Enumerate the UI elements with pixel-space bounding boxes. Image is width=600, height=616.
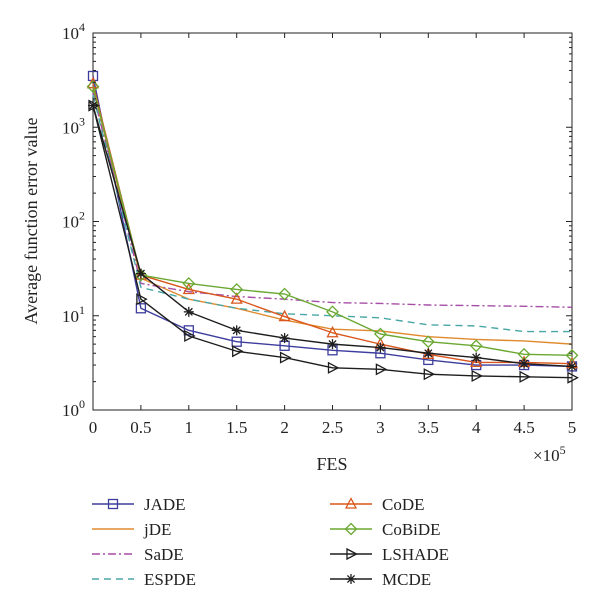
legend-label-mcde: MCDE: [382, 570, 431, 589]
legend-item-code: CoDE: [330, 495, 425, 514]
data-point-cobide: [373, 327, 387, 341]
series-line-espde: [92, 94, 572, 333]
data-point-lshade: [471, 369, 484, 382]
x-tick-label: 2: [280, 418, 289, 437]
legend-item-sade: SaDE: [92, 545, 184, 564]
y-tick-label: 100: [62, 397, 85, 420]
legend-item-jade: JADE: [92, 495, 186, 514]
legend-item-espde: ESPDE: [92, 570, 196, 589]
data-point-cobide: [326, 305, 339, 319]
data-point-cobide: [565, 348, 579, 362]
legend-item-mcde: MCDE: [330, 570, 431, 589]
data-point-lshade: [567, 371, 579, 384]
legend-label-espde: ESPDE: [144, 570, 196, 589]
x-tick-label: 3: [376, 418, 385, 437]
legend-label-lshade: LSHADE: [382, 545, 449, 564]
series-layer: [86, 70, 579, 384]
series-sade: [92, 92, 573, 308]
y-axis-title: Average function error value: [21, 117, 41, 324]
data-point-cobide: [230, 283, 244, 296]
x-tick-label: 0: [89, 418, 98, 437]
legend-marker-jade: [107, 498, 119, 510]
series-espde: [92, 94, 572, 333]
legend-marker-code: [344, 497, 358, 509]
data-point-mcde: [375, 342, 386, 353]
data-point-code: [230, 292, 243, 304]
legend-marker-lshade: [346, 547, 358, 561]
y-tick-label: 102: [62, 209, 85, 232]
legend-label-sade: SaDE: [144, 545, 184, 564]
x-tick-label: 5: [568, 418, 577, 437]
legend-label-cobide: CoBiDE: [382, 520, 441, 539]
data-point-code: [278, 309, 291, 322]
plot-frame: [92, 32, 573, 411]
series-line-jde: [92, 87, 573, 345]
data-point-code: [470, 355, 483, 368]
data-point-mcde: [567, 361, 577, 372]
data-point-mcde: [231, 325, 242, 336]
data-point-cobide: [182, 277, 196, 290]
legend-marker-mcde: [346, 574, 356, 584]
data-point-lshade: [519, 370, 531, 383]
data-point-mcde: [183, 306, 194, 317]
legend-item-jde: jDE: [92, 520, 171, 539]
data-point-lshade: [423, 368, 436, 381]
series-cobide: [86, 80, 579, 362]
x-tick-label: 4.5: [513, 418, 534, 437]
data-point-mcde: [423, 348, 434, 359]
data-point-cobide: [86, 80, 100, 94]
data-point-cobide: [469, 339, 483, 353]
x-axis-ticks: 0 0.5 1 1.5 2 2.5 3 3.5 4 4.5 5: [89, 33, 577, 437]
legend-label-code: CoDE: [382, 495, 425, 514]
y-tick-label: 104: [62, 20, 85, 43]
data-point-lshade: [136, 293, 148, 306]
x-tick-label: 4: [472, 418, 481, 437]
x-tick-label: 3.5: [418, 418, 439, 437]
legend: JADE jDE SaDE ESPDE CoDE CoBiDE LSHADE MCDE: [92, 495, 449, 589]
x-tick-label: 1.5: [226, 418, 247, 437]
series-code: [86, 76, 579, 369]
series-line-lshade: [92, 105, 573, 379]
series-jde: [92, 87, 573, 345]
y-axis-ticks: 100 101 102 103 104: [62, 20, 572, 420]
data-point-jade: [231, 336, 242, 347]
data-point-mcde: [135, 268, 146, 279]
data-point-mcde: [471, 352, 482, 363]
data-point-lshade: [184, 329, 196, 343]
data-point-mcde: [519, 358, 530, 369]
x-tick-label: 2.5: [322, 418, 343, 437]
data-point-mcde: [279, 333, 290, 344]
series-line-cobide: [92, 86, 573, 357]
data-point-cobide: [278, 287, 292, 301]
legend-label-jade: JADE: [144, 495, 186, 514]
legend-label-jde: jDE: [143, 520, 171, 539]
data-point-cobide: [421, 335, 435, 349]
data-point-jade: [135, 303, 147, 314]
legend-item-lshade: LSHADE: [330, 545, 449, 564]
x-axis-title: FES: [316, 454, 347, 474]
data-point-mcde: [88, 100, 98, 111]
data-point-code: [134, 268, 147, 280]
data-point-lshade: [232, 345, 244, 358]
x-tick-label: 0.5: [130, 418, 151, 437]
data-point-code: [326, 325, 339, 338]
legend-item-cobide: CoBiDE: [330, 520, 441, 539]
series-lshade: [88, 99, 579, 384]
data-point-code: [182, 282, 195, 295]
series-line-code: [92, 83, 573, 365]
data-point-lshade: [375, 363, 388, 376]
series-mcde: [88, 100, 577, 372]
y-tick-label: 101: [62, 303, 85, 326]
data-point-mcde: [327, 339, 338, 350]
x-tick-label: 1: [185, 418, 194, 437]
data-point-lshade: [327, 361, 340, 374]
series-line-sade: [92, 92, 573, 308]
legend-marker-cobide: [344, 522, 358, 536]
data-point-lshade: [279, 351, 292, 364]
y-tick-label: 103: [62, 114, 85, 137]
series-line-jade: [92, 75, 573, 368]
x-axis-multiplier: ×105: [533, 443, 566, 465]
